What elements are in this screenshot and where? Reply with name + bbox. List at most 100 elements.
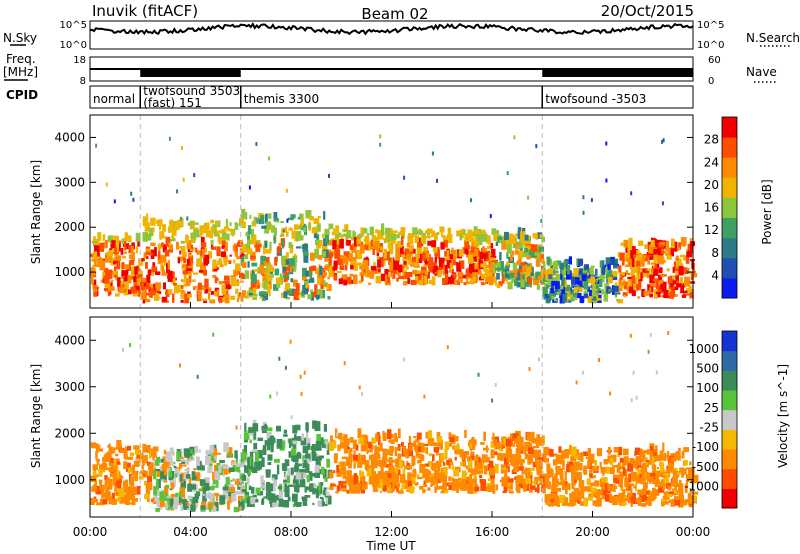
echo-cell <box>165 491 168 496</box>
echo-cell <box>596 298 602 301</box>
echo-cell <box>167 451 170 456</box>
echo-cell <box>116 497 121 502</box>
echo-cell <box>129 259 135 266</box>
echo-cell <box>501 240 507 250</box>
echo-cell <box>95 451 98 460</box>
echo-cell <box>224 226 229 230</box>
echo-cell <box>593 467 599 472</box>
echo-cell <box>571 283 574 288</box>
echo-cell <box>309 266 315 272</box>
echo-cell <box>527 471 531 481</box>
echo-cell <box>141 464 144 470</box>
echo-cell <box>507 437 512 440</box>
echo-cell <box>279 447 285 451</box>
echo-cell <box>239 280 244 283</box>
echo-cell <box>684 484 688 493</box>
echo-cell <box>263 496 268 499</box>
echo-cell <box>249 456 252 466</box>
echo-cell <box>682 468 687 475</box>
echo-cell <box>684 276 690 286</box>
echo-cell <box>620 281 626 286</box>
echo-cell <box>379 257 384 267</box>
echo-cell <box>454 456 457 461</box>
echo-cell <box>571 480 575 490</box>
echo-cell <box>585 278 589 284</box>
echo-cell <box>534 487 540 492</box>
echo-cell <box>338 480 342 486</box>
echo-cell <box>195 503 198 508</box>
echo-cell <box>262 484 266 489</box>
echo-cell <box>96 502 101 506</box>
echo-cell <box>307 294 312 300</box>
echo-cell <box>279 279 283 285</box>
echo-cell <box>409 465 413 470</box>
echo-cell <box>97 258 104 268</box>
echo-cell <box>564 497 568 506</box>
echo-cell <box>639 458 644 462</box>
echo-cell <box>601 494 605 500</box>
echo-cell <box>414 446 417 451</box>
echo-cell <box>329 265 334 272</box>
echo-cell <box>370 239 374 250</box>
echo-cell <box>444 441 450 451</box>
echo-cell <box>486 245 491 250</box>
echo-cell <box>630 250 633 259</box>
echo-cell <box>673 280 680 284</box>
echo-cell <box>347 477 354 486</box>
echo-cell <box>544 294 550 299</box>
echo-cell <box>392 477 398 486</box>
echo-cell <box>177 219 184 226</box>
echo-cell <box>454 447 459 453</box>
echo-cell <box>429 437 435 442</box>
echo-cell <box>116 260 121 270</box>
echo-cell <box>242 244 247 253</box>
echo-cell <box>173 465 177 469</box>
echo-cell <box>692 495 697 502</box>
echo-cell <box>687 501 693 504</box>
echo-cell <box>289 339 292 344</box>
echo-cell <box>546 476 550 484</box>
echo-cell <box>507 478 514 483</box>
y-tick-label: 2000 <box>54 220 85 234</box>
echo-cell <box>440 490 444 494</box>
echo-cell <box>637 489 643 495</box>
echo-cell <box>552 277 558 283</box>
echo-cell <box>377 473 380 484</box>
echo-cell <box>263 245 266 255</box>
echo-cell <box>376 255 380 260</box>
echo-cell <box>458 249 464 257</box>
echo-cell <box>513 438 519 444</box>
echo-cell <box>612 263 619 266</box>
echo-cell <box>305 270 309 277</box>
echo-cell <box>453 255 457 260</box>
echo-cell <box>249 215 252 219</box>
echo-cell <box>180 245 186 253</box>
echo-cell <box>252 423 259 432</box>
echo-cell <box>119 280 125 287</box>
echo-cell <box>323 503 328 507</box>
colorbar-swatch <box>722 468 737 489</box>
echo-cell <box>598 290 602 294</box>
echo-cell <box>469 263 475 273</box>
noise-tick-right-top: 10^5 <box>697 20 724 31</box>
time-axis-label: Time UT <box>365 539 416 553</box>
echo-cell <box>651 268 654 274</box>
echo-cell <box>97 448 101 451</box>
echo-cell <box>642 464 648 473</box>
echo-cell <box>343 483 347 486</box>
echo-cell <box>381 232 385 236</box>
echo-cell <box>294 501 298 506</box>
echo-cell <box>245 430 248 434</box>
echo-cell <box>652 487 656 494</box>
echo-cell <box>619 476 622 487</box>
echo-cell <box>359 471 365 481</box>
echo-cell <box>199 479 205 486</box>
echo-cell <box>379 442 383 451</box>
echo-cell <box>516 245 521 249</box>
echo-cell <box>263 261 267 264</box>
echo-cell <box>355 262 362 266</box>
echo-cell <box>643 269 646 274</box>
echo-cell <box>394 447 398 450</box>
echo-cell <box>467 468 474 473</box>
echo-cell <box>487 485 494 492</box>
